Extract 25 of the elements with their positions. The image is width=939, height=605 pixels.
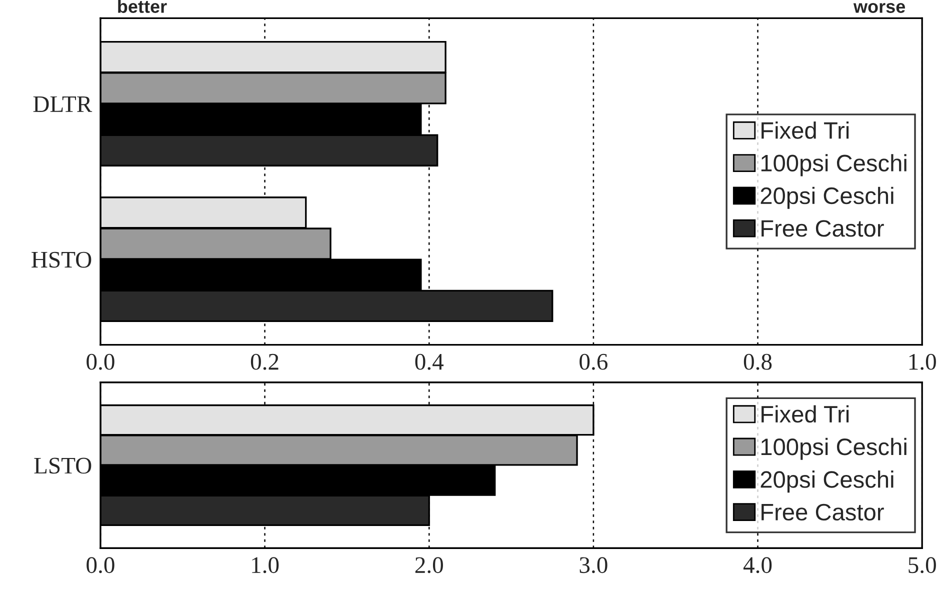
text: better	[118, 0, 167, 13]
legend-label: Free Castor	[762, 504, 884, 521]
y-tick-label: HSTO	[32, 252, 92, 268]
x-tick-label: 0.0	[86, 354, 114, 370]
x-tick-label: 1.0	[252, 557, 279, 574]
x-tick-label: 4.0	[743, 557, 772, 574]
text: 100psi Ceschi	[761, 438, 906, 460]
x-tick-label: 0.6	[580, 354, 608, 370]
x-tick-label: 1.0	[909, 354, 936, 370]
text: worse	[853, 3, 906, 13]
text: Fixed Tri	[762, 405, 849, 423]
y-tick-label: LSTO	[34, 458, 92, 474]
x-tick-label: 0.4	[415, 354, 444, 370]
legend-label: Fixed Tri	[762, 122, 849, 139]
x-tick-label: 2.0	[415, 557, 443, 574]
y-tick-label: DLTR	[33, 96, 92, 112]
x-tick-label: 5.0	[908, 557, 936, 574]
x-tick-label: 3.0	[580, 557, 608, 574]
x-tick-label: 0.2	[250, 354, 278, 370]
legend-label: 20psi Ceschi	[760, 186, 894, 209]
x-tick-label: 0.8	[744, 354, 772, 370]
legend-label: 20psi Ceschi	[760, 470, 894, 493]
legend-label: Free Castor	[762, 220, 884, 237]
x-tick-label: 0.0	[86, 557, 114, 574]
legend-label: 100psi Ceschi	[761, 154, 906, 176]
